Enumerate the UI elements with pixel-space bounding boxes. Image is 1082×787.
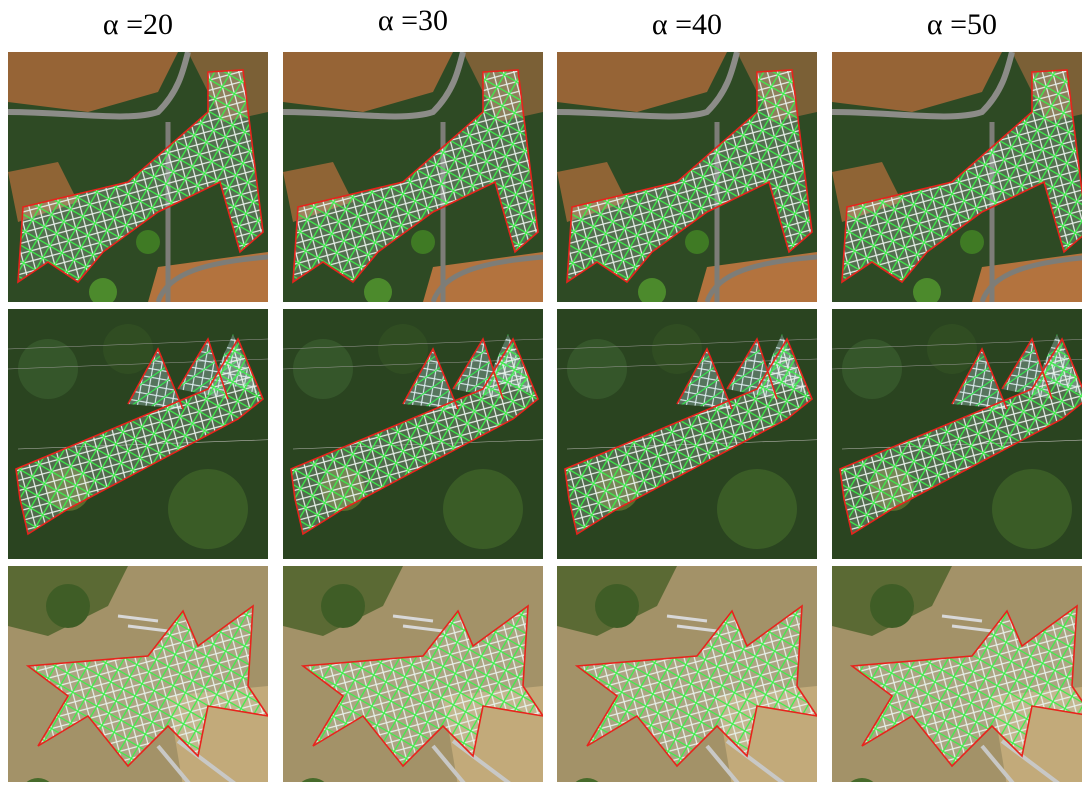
image-panel bbox=[832, 566, 1082, 782]
tower-image bbox=[283, 566, 543, 782]
tower-image bbox=[832, 52, 1082, 306]
figure: α =20 α =30 α =40 α =50 bbox=[0, 0, 1082, 782]
tower-image bbox=[8, 309, 288, 559]
tower-image bbox=[557, 52, 817, 306]
tower-image bbox=[557, 566, 817, 782]
column-label: α =40 bbox=[652, 8, 722, 41]
image-panel bbox=[557, 566, 817, 782]
tower-image bbox=[832, 309, 1082, 559]
image-panel bbox=[557, 52, 817, 306]
tower-image bbox=[557, 309, 837, 559]
tower-image bbox=[8, 566, 268, 782]
image-panel bbox=[8, 52, 268, 306]
image-panel bbox=[283, 566, 543, 782]
image-panel bbox=[8, 309, 288, 559]
tower-image bbox=[283, 52, 543, 306]
image-panel bbox=[557, 309, 837, 559]
image-panel bbox=[8, 566, 268, 782]
tower-image bbox=[8, 52, 268, 306]
page: α =20α =30α =40α =50 (() => { const data… bbox=[0, 0, 1082, 782]
image-panel bbox=[283, 309, 563, 559]
column-label: α =50 bbox=[927, 8, 997, 41]
image-panel bbox=[283, 52, 543, 306]
column-label: α =30 bbox=[378, 4, 448, 37]
tower-image bbox=[832, 566, 1082, 782]
image-panel bbox=[832, 309, 1082, 559]
image-panel bbox=[832, 52, 1082, 306]
column-label: α =20 bbox=[103, 8, 173, 41]
tower-image bbox=[283, 309, 563, 559]
